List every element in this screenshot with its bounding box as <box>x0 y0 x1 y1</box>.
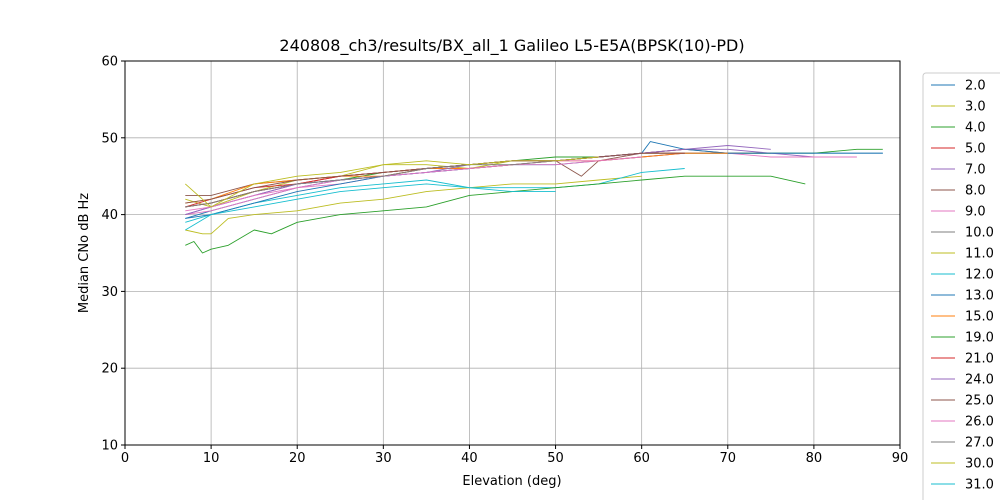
legend: 2.0 3.0 4.0 5.0 7.0 8.0 9.0 10.0 11.0 12.0 13.0 15.… <box>922 72 1000 500</box>
x-axis-label: Elevation (deg) <box>462 474 561 489</box>
series-line-11.0 <box>185 175 642 235</box>
y-tick-label: 50 <box>101 131 118 146</box>
y-tick-label: 60 <box>101 55 118 70</box>
legend-entry-label: 30.0 <box>965 457 994 472</box>
series-line-30.0 <box>185 156 599 208</box>
plot-frame <box>124 60 901 446</box>
legend-entry-label: 27.0 <box>965 436 994 451</box>
legend-entry-label: 25.0 <box>965 394 994 409</box>
y-tick-label: 10 <box>101 439 118 454</box>
y-tick-label: 30 <box>101 285 118 300</box>
x-tick-label: 10 <box>203 451 220 466</box>
x-tick-label: 20 <box>289 451 306 466</box>
legend-entry-label: 4.0 <box>965 121 986 136</box>
legend-entry-label: 31.0 <box>965 478 994 493</box>
legend-entry-label: 19.0 <box>965 331 994 346</box>
legend-entry-label: 3.0 <box>965 100 986 115</box>
x-tick-label: 80 <box>806 451 823 466</box>
legend-entry-label: 7.0 <box>965 163 986 178</box>
y-axis-label: Median CNo dB Hz <box>77 193 92 313</box>
y-tick-label: 40 <box>101 208 118 223</box>
series-line-26.0 <box>185 156 642 212</box>
legend-entry-label: 21.0 <box>965 352 994 367</box>
legend-entry-label: 24.0 <box>965 373 994 388</box>
series-line-19.0 <box>185 175 806 254</box>
series-line-31.0 <box>185 183 556 231</box>
legend-entry-label: 9.0 <box>965 205 986 220</box>
x-tick-label: 70 <box>720 451 737 466</box>
chart-title: 240808_ch3/results/BX_all_1 Galileo L5-E… <box>279 36 744 56</box>
legend-entry-label: 5.0 <box>965 142 986 157</box>
legend-entry-label: 26.0 <box>965 415 994 430</box>
x-tick-label: 50 <box>547 451 564 466</box>
legend-entry-label: 13.0 <box>965 289 994 304</box>
legend-entry-label: 12.0 <box>965 268 994 283</box>
series-lines <box>185 141 883 254</box>
x-tick-label: 0 <box>121 451 129 466</box>
legend-entry-label: 2.0 <box>965 79 986 94</box>
x-tick-label: 90 <box>892 451 909 466</box>
legend-entry-label: 15.0 <box>965 310 994 325</box>
legend-entry-label: 8.0 <box>965 184 986 199</box>
series-line-27.0 <box>185 160 556 208</box>
x-tick-label: 60 <box>633 451 650 466</box>
x-tick-label: 30 <box>375 451 392 466</box>
x-tick-label: 40 <box>461 451 478 466</box>
legend-box <box>922 72 1000 500</box>
y-tick-label: 20 <box>101 362 118 377</box>
legend-entry-label: 10.0 <box>965 226 994 241</box>
legend-entry-label: 11.0 <box>965 247 994 262</box>
